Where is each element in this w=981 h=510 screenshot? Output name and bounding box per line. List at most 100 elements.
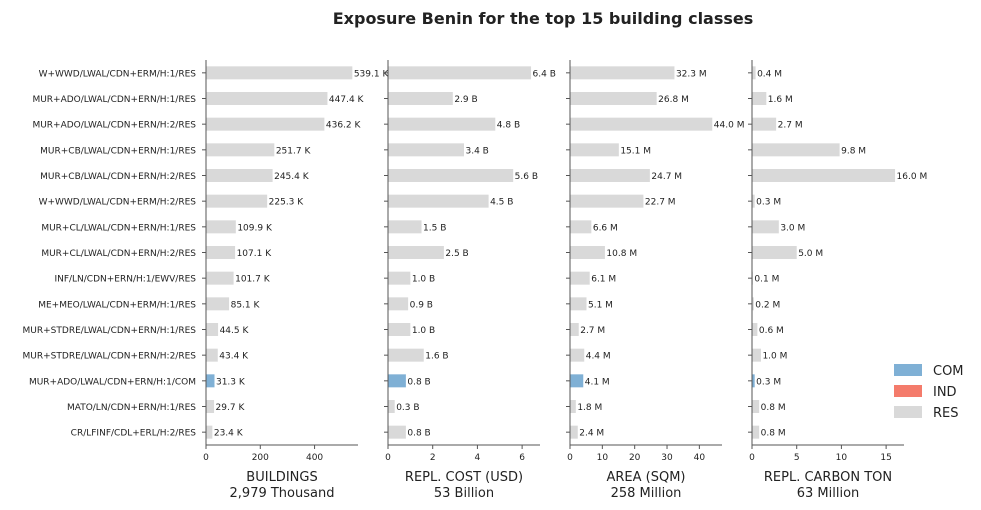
bar — [388, 66, 532, 80]
category-label: MUR+STDRE/LWAL/CDN+ERN/H:2/RES — [23, 352, 197, 362]
bar — [752, 348, 761, 362]
x-tick-label: 0 — [749, 453, 755, 463]
bar — [752, 143, 840, 157]
bar — [388, 143, 464, 157]
bar-value-label: 1.8 M — [577, 403, 602, 413]
bar — [388, 220, 422, 234]
bar — [570, 323, 579, 336]
bar-value-label: 0.8 M — [761, 403, 786, 413]
category-label: MATO/LN/CDN+ERN/H:1/RES — [67, 403, 196, 413]
legend-swatch — [894, 385, 922, 397]
category-label: W+WWD/LWAL/CDN+ERM/H:1/RES — [39, 69, 197, 79]
panel-2: 6.4 B 2.9 B 4.8 B 3.4 B 5.6 B 4.5 B 1.5 B 2.5 B… — [384, 60, 556, 501]
x-tick-label: 40 — [694, 453, 706, 463]
bar-value-label: 0.6 M — [759, 326, 784, 336]
bar-value-label: 31.3 K — [216, 377, 246, 387]
x-tick-label: 5 — [794, 453, 800, 463]
bar — [570, 143, 619, 157]
bar — [570, 169, 650, 182]
bar — [752, 246, 797, 259]
category-label: MUR+CB/LWAL/CDN+ERN/H:2/RES — [40, 172, 196, 182]
bar-value-label: 5.0 M — [798, 249, 823, 259]
bar-value-label: 447.4 K — [329, 95, 365, 105]
bar-value-label: 44.5 K — [220, 326, 250, 336]
bar-value-label: 85.1 K — [231, 300, 261, 310]
x-tick-label: 200 — [252, 453, 269, 463]
bar-value-label: 1.6 B — [425, 352, 448, 362]
bar-value-label: 9.8 M — [841, 146, 866, 156]
bar — [388, 246, 444, 259]
panel-axis-label: REPL. COST (USD) — [405, 470, 523, 485]
bar — [570, 374, 584, 388]
bar-value-label: 43.4 K — [219, 352, 249, 362]
x-tick-label: 20 — [629, 453, 641, 463]
bar — [752, 117, 777, 131]
bar — [206, 374, 215, 388]
x-tick-label: 15 — [880, 453, 891, 463]
bar-value-label: 4.5 B — [490, 198, 513, 208]
panel-axis-label: AREA (SQM) — [606, 470, 685, 485]
bar — [752, 323, 758, 336]
bar-value-label: 1.0 B — [412, 275, 435, 285]
bar — [752, 400, 760, 413]
bar-value-label: 539.1 K — [354, 69, 390, 79]
bar — [206, 323, 219, 336]
bar-value-label: 3.4 B — [466, 146, 489, 156]
bar-value-label: 23.4 K — [214, 429, 244, 439]
bar — [206, 400, 215, 413]
bar-value-label: 4.8 B — [497, 121, 520, 131]
bar — [206, 92, 328, 105]
bar-value-label: 2.7 M — [580, 326, 605, 336]
bar — [206, 220, 236, 234]
bar — [206, 194, 268, 208]
bar — [388, 425, 406, 439]
bar-value-label: 0.9 B — [410, 300, 433, 310]
bar-value-label: 26.8 M — [658, 95, 689, 105]
panel-1: 539.1 K 447.4 K 436.2 K 251.7 K 245.4 K 225.3… — [202, 60, 389, 501]
bar-value-label: 251.7 K — [276, 146, 312, 156]
bar-value-label: 5.6 B — [515, 172, 538, 182]
bar — [752, 169, 896, 182]
bar-value-label: 0.4 M — [757, 69, 782, 79]
bar — [570, 92, 657, 105]
bar-value-label: 4.4 M — [586, 352, 611, 362]
bar — [752, 425, 760, 439]
panel-total-label: 258 Million — [611, 486, 682, 501]
legend-label: COM — [933, 364, 964, 379]
bar-value-label: 0.3 M — [756, 198, 781, 208]
bar — [570, 194, 644, 208]
legend-label: IND — [933, 385, 957, 400]
bar — [388, 169, 514, 182]
bar-value-label: 436.2 K — [326, 121, 362, 131]
bar-value-label: 1.5 B — [423, 223, 446, 233]
bar-value-label: 44.0 M — [714, 121, 745, 131]
panel-total-label: 2,979 Thousand — [230, 486, 335, 501]
bar — [570, 117, 713, 131]
bar — [570, 400, 576, 413]
bar-value-label: 6.4 B — [533, 69, 556, 79]
bar — [388, 297, 409, 311]
legend-swatch — [894, 406, 922, 418]
bar — [388, 323, 411, 336]
bar-value-label: 16.0 M — [897, 172, 928, 182]
x-tick-label: 0 — [385, 453, 391, 463]
x-tick-label: 10 — [597, 453, 609, 463]
bar — [570, 246, 605, 259]
bar — [752, 92, 767, 105]
bar-value-label: 1.0 B — [412, 326, 435, 336]
category-label: CR/LFINF/CDL+ERL/H:2/RES — [71, 429, 197, 439]
bar — [206, 143, 275, 157]
bar-value-label: 29.7 K — [216, 403, 246, 413]
category-labels: W+WWD/LWAL/CDN+ERM/H:1/RES MUR+ADO/LWAL/C… — [23, 69, 197, 438]
panel-total-label: 63 Million — [797, 486, 860, 501]
legend-label: RES — [933, 406, 959, 421]
bar — [206, 117, 325, 131]
bar-value-label: 32.3 M — [676, 69, 707, 79]
bar-value-label: 4.1 M — [585, 377, 610, 387]
x-tick-label: 30 — [661, 453, 673, 463]
bar — [570, 271, 590, 285]
bar-value-label: 2.7 M — [778, 121, 803, 131]
bar-value-label: 101.7 K — [235, 275, 271, 285]
category-label: W+WWD/LWAL/CDN+ERM/H:2/RES — [39, 198, 197, 208]
